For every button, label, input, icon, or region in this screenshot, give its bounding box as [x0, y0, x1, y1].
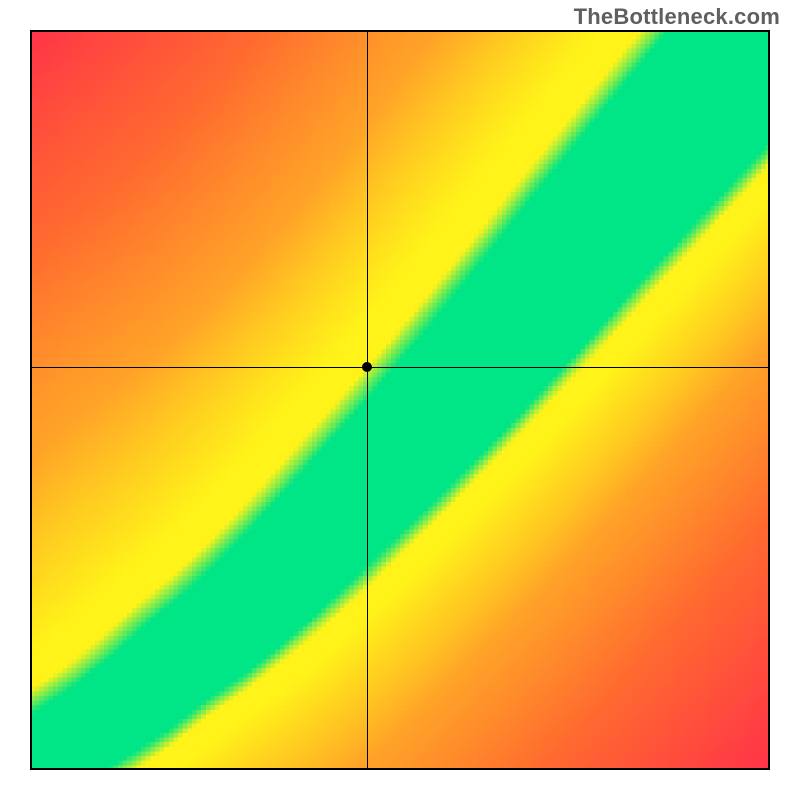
plot-area	[30, 30, 770, 770]
watermark-text: TheBottleneck.com	[574, 4, 780, 30]
heatmap-canvas	[30, 30, 770, 770]
chart-container: TheBottleneck.com	[0, 0, 800, 800]
